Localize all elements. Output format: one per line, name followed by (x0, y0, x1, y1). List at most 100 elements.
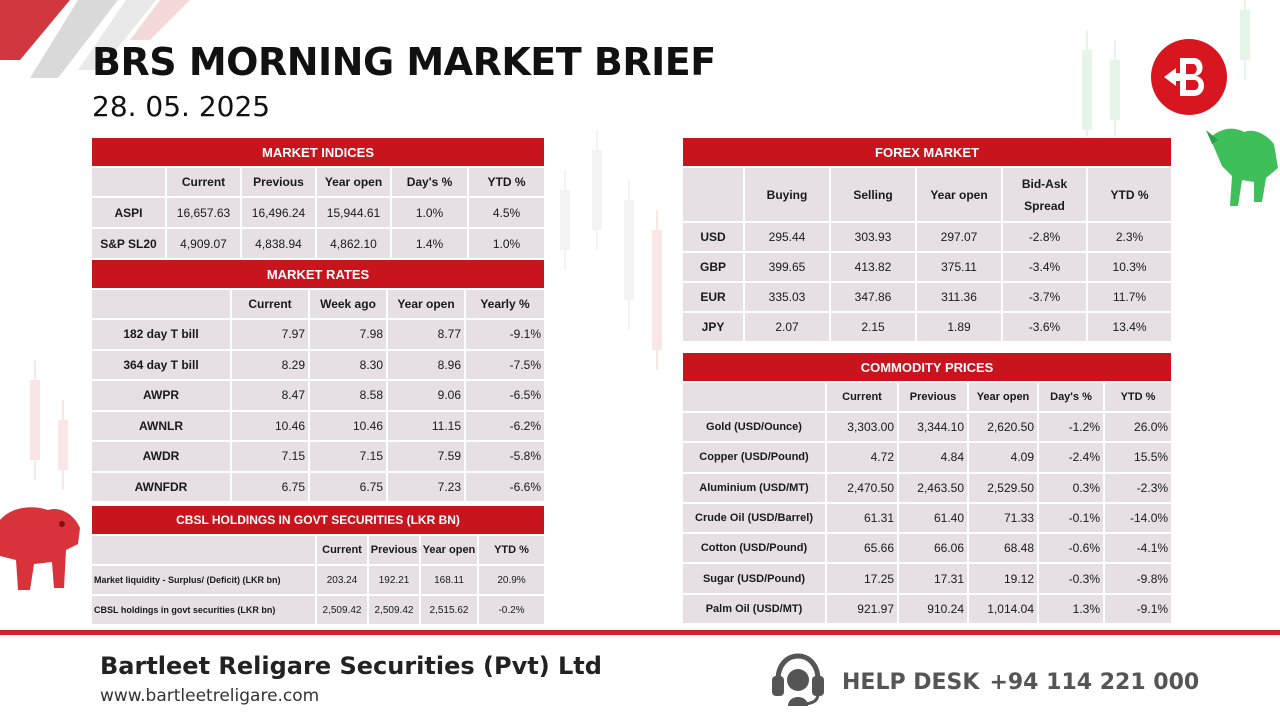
market-indices-title: MARKET INDICES (89, 136, 547, 168)
table-cell: 8.96 (386, 348, 466, 381)
corner-cell (681, 166, 745, 223)
column-header: Day's % (390, 166, 469, 198)
row-label: Copper (USD/Pound) (681, 441, 827, 474)
table-cell: 26.0% (1102, 410, 1174, 444)
table-cell: 8.29 (230, 348, 310, 381)
table-cell: -5.8% (463, 440, 547, 473)
table-cell: 4,838.94 (240, 227, 317, 260)
table-cell: 16,496.24 (240, 196, 317, 229)
table-cell: -2.4% (1037, 441, 1105, 474)
table-cell: 7.23 (386, 470, 466, 503)
row-label: AWNFDR (90, 470, 232, 503)
column-header: Current (165, 166, 242, 198)
table-cell: 61.31 (825, 501, 899, 535)
website-link[interactable]: www.bartleetreligare.com (100, 686, 320, 706)
table-row: AWDR 7.15 7.15 7.59 -5.8% (90, 440, 547, 473)
column-header: Current (230, 288, 310, 320)
brs-logo-icon (1151, 39, 1227, 115)
column-header: Year open (915, 166, 1003, 223)
table-cell: 7.15 (230, 440, 310, 473)
forex-market-table: FOREX MARKET Buying Selling Year open Bi… (680, 136, 1174, 343)
table-cell: 1,014.04 (967, 592, 1039, 626)
table-cell: 1.89 (915, 311, 1003, 343)
row-label: USD (681, 221, 745, 253)
row-label: Gold (USD/Ounce) (681, 410, 827, 444)
table-cell: -3.4% (1001, 251, 1088, 283)
report-date: 28. 05. 2025 (92, 90, 271, 123)
table-cell: 0.3% (1037, 471, 1105, 504)
helpdesk-phone[interactable]: +94 114 221 000 (989, 670, 1200, 695)
table-cell: 375.11 (915, 251, 1003, 283)
table-cell: 3,344.10 (897, 410, 969, 444)
row-label: S&P SL20 (90, 227, 167, 260)
table-cell: 17.31 (897, 562, 969, 595)
table-cell: 8.30 (308, 348, 388, 381)
commodity-prices-table: COMMODITY PRICES Current Previous Year o… (680, 351, 1174, 626)
commodity-prices-title: COMMODITY PRICES (680, 351, 1174, 383)
company-name: Bartleet Religare Securities (Pvt) Ltd (100, 652, 602, 680)
table-cell: 297.07 (915, 221, 1003, 253)
corner-cell (90, 166, 167, 198)
row-label: AWDR (90, 440, 232, 473)
column-header: Selling (829, 166, 917, 223)
table-cell: 2,470.50 (825, 471, 899, 504)
row-label: 182 day T bill (90, 318, 232, 351)
table-cell: 910.24 (897, 592, 969, 626)
table-row: Cotton (USD/Pound) 65.66 66.06 68.48 -0.… (681, 532, 1174, 565)
table-cell: -2.3% (1102, 471, 1174, 504)
table-cell: -0.6% (1037, 532, 1105, 565)
table-cell: 4,909.07 (165, 227, 242, 260)
corner-cell (90, 288, 232, 320)
table-cell: 71.33 (967, 501, 1039, 535)
table-cell: 192.21 (367, 564, 421, 596)
table-cell: 6.75 (308, 470, 388, 503)
table-cell: 3,303.00 (825, 410, 899, 444)
table-cell: 303.93 (829, 221, 917, 253)
table-cell: 4,862.10 (315, 227, 392, 260)
table-cell: 2.07 (743, 311, 831, 343)
table-cell: -0.2% (476, 594, 547, 626)
corner-stripes-decoration (0, 0, 190, 78)
row-label: JPY (681, 311, 745, 343)
table-cell: -7.5% (463, 348, 547, 381)
table-cell: 4.84 (897, 441, 969, 474)
table-cell: 65.66 (825, 532, 899, 565)
table-cell: 19.12 (967, 562, 1039, 595)
table-row: ASPI 16,657.63 16,496.24 15,944.61 1.0% … (90, 196, 547, 229)
table-row: 364 day T bill 8.29 8.30 8.96 -7.5% (90, 348, 547, 381)
cbsl-holdings-table: CBSL HOLDINGS IN GOVT SECURITIES (LKR BN… (89, 504, 547, 626)
table-cell: 2,515.62 (419, 594, 479, 626)
column-header: Yearly % (463, 288, 547, 320)
row-label: EUR (681, 281, 745, 313)
corner-cell (90, 534, 317, 566)
column-header: YTD % (476, 534, 547, 566)
column-header: YTD % (1085, 166, 1174, 223)
table-cell: 15,944.61 (315, 196, 392, 229)
table-cell: 10.46 (308, 409, 388, 442)
table-cell: 8.77 (386, 318, 466, 351)
table-cell: -3.7% (1001, 281, 1088, 313)
table-cell: -6.5% (463, 379, 547, 412)
helpdesk-label: HELP DESK (842, 670, 980, 695)
table-row: Crude Oil (USD/Barrel) 61.31 61.40 71.33… (681, 501, 1174, 535)
table-cell: 335.03 (743, 281, 831, 313)
row-label: Cotton (USD/Pound) (681, 532, 827, 565)
corner-cell (681, 381, 827, 413)
column-header: Year open (967, 381, 1039, 413)
table-cell: 2,509.42 (315, 594, 369, 626)
table-cell: -4.1% (1102, 532, 1174, 565)
table-cell: 2,463.50 (897, 471, 969, 504)
table-cell: 2.15 (829, 311, 917, 343)
row-label: Aluminium (USD/MT) (681, 471, 827, 504)
table-cell: 10.3% (1085, 251, 1174, 283)
table-cell: 6.75 (230, 470, 310, 503)
table-cell: -9.8% (1102, 562, 1174, 595)
row-label: ASPI (90, 196, 167, 229)
row-label: AWNLR (90, 409, 232, 442)
column-header: Current (315, 534, 369, 566)
table-cell: 11.7% (1085, 281, 1174, 313)
table-cell: -6.6% (463, 470, 547, 503)
table-cell: -14.0% (1102, 501, 1174, 535)
table-cell: 2,509.42 (367, 594, 421, 626)
table-cell: 4.5% (466, 196, 547, 229)
